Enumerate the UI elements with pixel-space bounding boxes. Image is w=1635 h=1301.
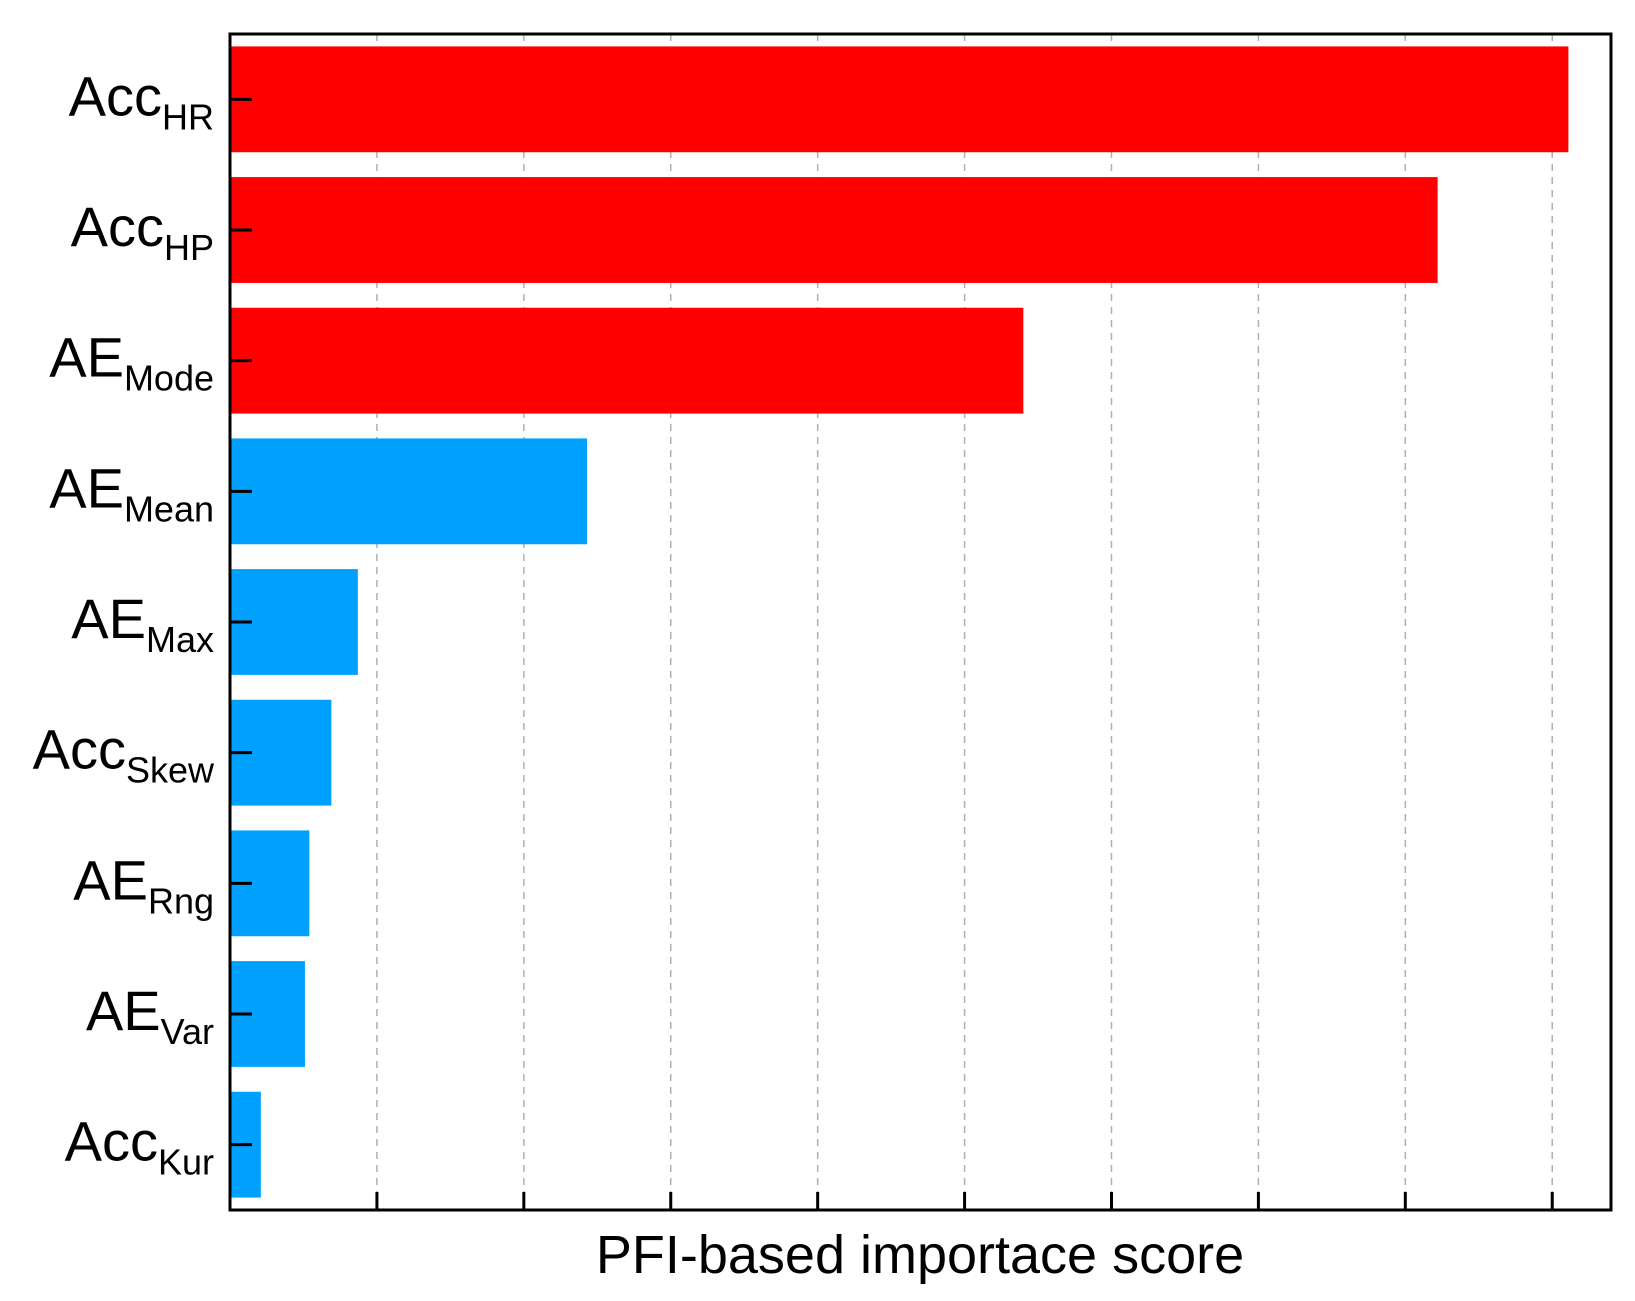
bar-ae-mode bbox=[230, 307, 1024, 414]
y-tick-label-subscript: Max bbox=[146, 619, 214, 660]
y-ticks bbox=[230, 97, 252, 1147]
y-tick-label-base: AE bbox=[49, 326, 124, 389]
y-tick-label-base: AE bbox=[71, 587, 146, 650]
y-tick-label-base: Acc bbox=[33, 718, 126, 781]
bar-ae-mean bbox=[230, 438, 588, 545]
x-axis-label: PFI-based importace score bbox=[596, 1225, 1244, 1285]
x-ticks bbox=[375, 1192, 1554, 1210]
y-tick-label-base: Acc bbox=[69, 64, 162, 127]
y-tick-label-base: AE bbox=[73, 848, 148, 911]
y-tick-label-base: AE bbox=[86, 979, 161, 1042]
y-tick-label: AEMax bbox=[71, 587, 214, 660]
y-tick-label: AccKur bbox=[65, 1110, 214, 1183]
y-tick-label: AEVar bbox=[86, 979, 214, 1052]
bar-acc-hr bbox=[230, 46, 1569, 153]
y-tick-label-base: Acc bbox=[71, 195, 164, 258]
y-tick-label-subscript: Skew bbox=[126, 750, 215, 791]
y-tick-label: AEMean bbox=[49, 456, 214, 529]
bars bbox=[230, 46, 1569, 1198]
y-tick-label-subscript: Mode bbox=[124, 358, 214, 399]
y-tick-label: AccSkew bbox=[33, 718, 215, 791]
y-tick-label-subscript: Kur bbox=[158, 1142, 214, 1183]
y-tick-label-subscript: Var bbox=[161, 1011, 214, 1052]
y-tick-label: AERng bbox=[73, 848, 214, 921]
y-tick-label: AEMode bbox=[49, 326, 214, 399]
y-tick-label-subscript: Mean bbox=[124, 488, 214, 529]
y-tick-label-base: AE bbox=[49, 456, 124, 519]
y-tick-label-subscript: Rng bbox=[148, 880, 214, 921]
y-tick-label-subscript: HR bbox=[162, 96, 214, 137]
y-tick-label-base: Acc bbox=[65, 1110, 158, 1173]
y-tick-labels: AccHRAccHPAEModeAEMeanAEMaxAccSkewAERngA… bbox=[33, 64, 215, 1182]
y-tick-label-subscript: HP bbox=[164, 227, 214, 268]
y-tick-label: AccHR bbox=[69, 64, 214, 137]
bar-acc-hp bbox=[230, 177, 1438, 283]
y-tick-label: AccHP bbox=[71, 195, 214, 268]
